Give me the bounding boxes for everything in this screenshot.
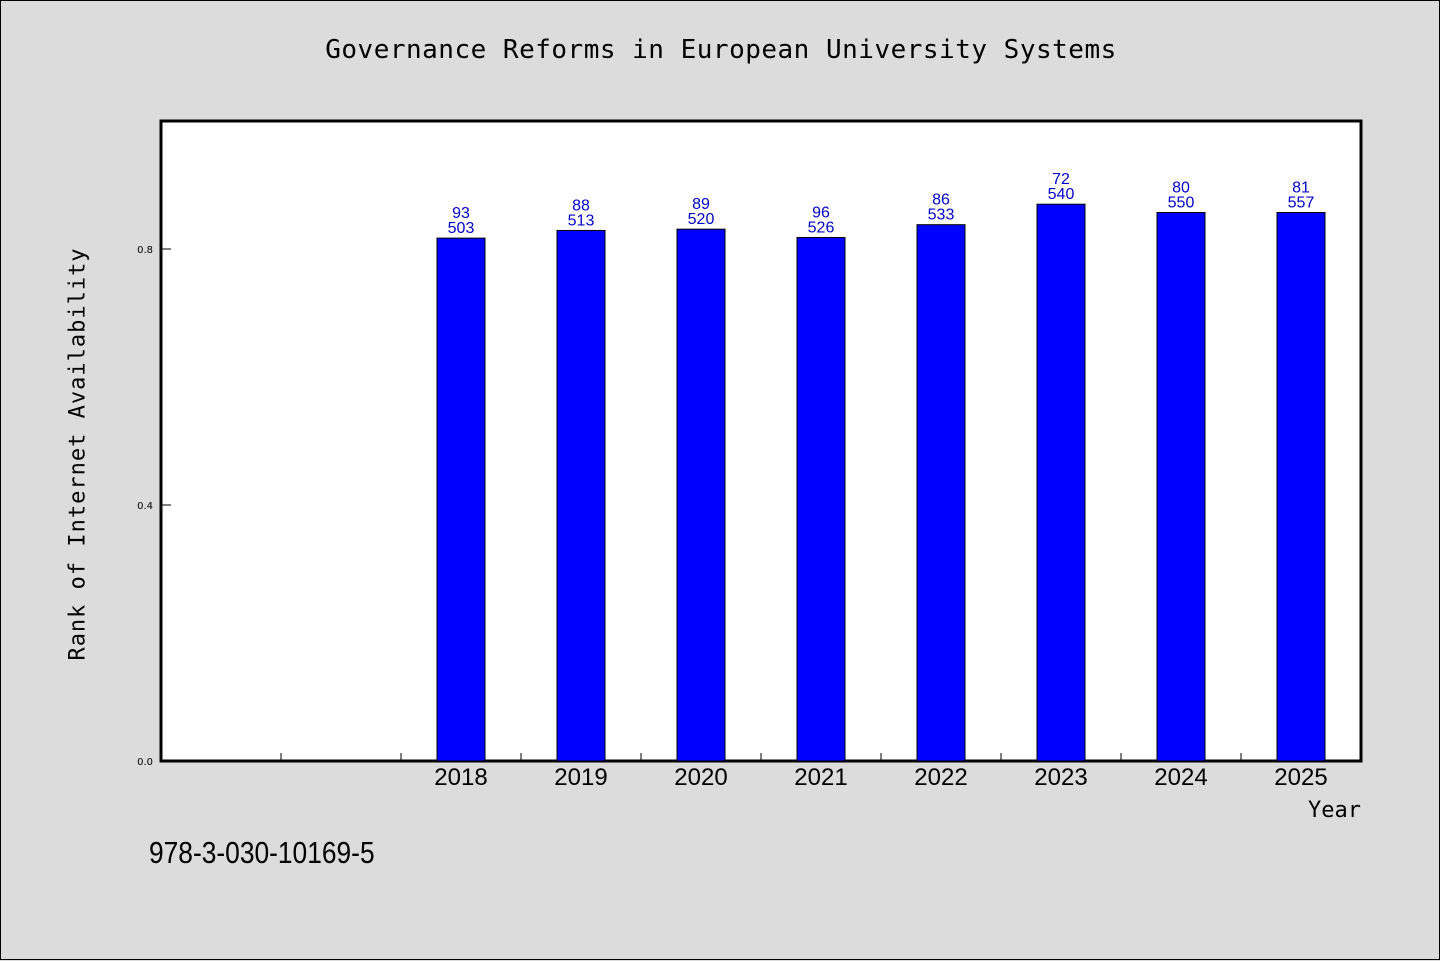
data-label-bottom: 520 (688, 211, 715, 228)
data-label-bottom: 550 (1168, 195, 1195, 212)
data-label-top: 93 (452, 205, 470, 222)
data-label-top: 96 (812, 204, 830, 221)
x-tick-label: 2021 (794, 764, 847, 791)
bar-2023 (1036, 203, 1086, 762)
data-label-top: 81 (1292, 180, 1310, 197)
y-tick-label: 0.4 (137, 501, 153, 512)
bar-2020 (676, 228, 726, 762)
bars-group (436, 203, 1326, 762)
x-axis-label: Year (1308, 798, 1361, 823)
x-tick-label: 2018 (434, 764, 487, 791)
data-label-top: 86 (932, 192, 950, 209)
bar-2025 (1276, 212, 1326, 762)
x-tick-label: 2019 (554, 764, 607, 791)
x-tick-label: 2025 (1274, 764, 1327, 791)
bar-2022 (916, 224, 966, 762)
bar-2019 (556, 229, 606, 762)
data-label-bottom: 540 (1048, 186, 1075, 203)
chart-title: Governance Reforms in European Universit… (325, 35, 1117, 65)
bar-2021 (796, 236, 846, 762)
data-label-top: 89 (692, 196, 710, 213)
data-label-bottom: 557 (1288, 195, 1315, 212)
data-label-bottom: 533 (928, 207, 955, 224)
data-label-top: 88 (572, 197, 590, 214)
bar-2018 (436, 237, 486, 762)
x-tick-label: 2023 (1034, 764, 1087, 791)
bar-2024 (1156, 212, 1206, 762)
isbn-label: 978-3-030-10169-5 (149, 835, 375, 870)
y-tick-label: 0.8 (137, 245, 153, 256)
x-tick-label: 2024 (1154, 764, 1207, 791)
x-tick-label: 2020 (674, 764, 727, 791)
data-label-bottom: 503 (448, 220, 475, 237)
x-tick-label: 2022 (914, 764, 967, 791)
data-label-bottom: 526 (808, 219, 835, 236)
data-label-top: 72 (1052, 171, 1070, 188)
data-label-top: 80 (1172, 180, 1190, 197)
data-label-bottom: 513 (568, 212, 595, 229)
axis-ticks: 0.0 0.4 0.8 (137, 245, 1242, 768)
y-tick-label: 0.0 (137, 757, 153, 768)
